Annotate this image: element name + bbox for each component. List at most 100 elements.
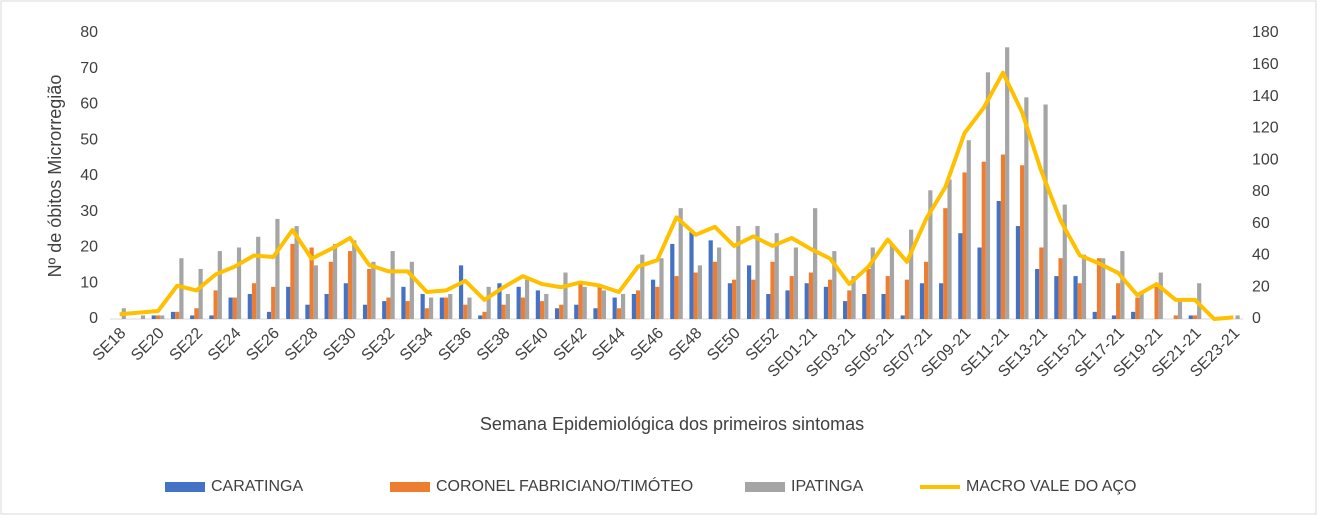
bar	[823, 286, 829, 319]
bar	[1035, 268, 1040, 319]
bar	[1101, 258, 1106, 319]
bar	[275, 218, 280, 319]
y2-tick-label: 60	[1252, 215, 1270, 232]
bar	[209, 315, 214, 319]
bar	[574, 304, 579, 319]
bar	[1077, 283, 1082, 319]
bar	[900, 315, 905, 319]
legend-swatch	[165, 482, 205, 492]
bar	[659, 258, 664, 319]
bar	[1096, 258, 1102, 319]
bar	[909, 229, 914, 319]
bar	[885, 276, 890, 319]
bar	[889, 243, 895, 319]
bar	[228, 297, 233, 319]
y-tick-label: 70	[80, 60, 98, 77]
bar	[674, 276, 679, 319]
bar	[751, 279, 756, 319]
bar	[405, 301, 410, 319]
bar	[1139, 293, 1144, 319]
bar	[151, 315, 156, 319]
bar	[593, 308, 598, 319]
bar	[1197, 283, 1202, 319]
bar	[290, 243, 295, 319]
bar	[924, 261, 929, 319]
bar	[352, 240, 357, 319]
bar	[697, 265, 703, 319]
bar	[439, 297, 444, 319]
bar	[620, 293, 626, 319]
y2-tick-label: 0	[1252, 310, 1261, 327]
bar	[870, 247, 875, 319]
bar	[286, 286, 291, 319]
bar	[448, 293, 453, 319]
bar	[256, 236, 261, 319]
bar	[843, 301, 848, 319]
bar	[271, 286, 276, 319]
bar	[578, 283, 583, 319]
bar	[1188, 315, 1193, 319]
bar	[535, 290, 540, 319]
bar	[1092, 311, 1097, 319]
bar	[463, 304, 468, 319]
y-axis-title: Nº de óbitos Microrregião	[45, 75, 65, 278]
bar	[793, 247, 799, 319]
bar	[862, 293, 867, 319]
bar	[1073, 276, 1078, 319]
bar	[996, 201, 1001, 319]
y-tick-label: 50	[80, 131, 98, 148]
bar	[904, 279, 910, 319]
bar	[1043, 104, 1048, 319]
bar	[332, 243, 338, 319]
legend-label: CORONEL FABRICIANO/TIMÓTEO	[436, 476, 693, 495]
bar	[981, 161, 986, 319]
bar	[655, 286, 660, 319]
bar	[1054, 276, 1059, 319]
bar	[505, 293, 510, 319]
legend-swatch	[390, 482, 430, 492]
bar	[785, 290, 790, 319]
bar	[386, 297, 391, 319]
bar	[170, 311, 176, 319]
bar	[712, 261, 718, 319]
y-tick-label: 10	[80, 274, 98, 291]
bar	[1039, 247, 1044, 319]
bar	[766, 293, 771, 319]
bar	[520, 297, 525, 319]
bar	[482, 311, 487, 319]
bar	[813, 208, 818, 319]
bar	[443, 297, 449, 319]
y2-tick-label: 140	[1252, 88, 1279, 105]
bar	[1058, 258, 1063, 319]
bar	[1192, 315, 1198, 319]
legend-label: CARATINGA	[211, 478, 303, 495]
bar	[1154, 286, 1159, 319]
bar	[563, 272, 568, 319]
bar	[190, 315, 195, 319]
bar	[966, 140, 971, 319]
bar	[597, 286, 602, 319]
bar	[382, 301, 387, 319]
bar	[420, 293, 425, 319]
bar	[727, 283, 733, 319]
y2-tick-label: 120	[1252, 120, 1279, 137]
bar	[194, 308, 199, 319]
bar	[866, 268, 871, 319]
bar	[612, 297, 617, 319]
bar	[367, 268, 372, 319]
bar	[939, 283, 944, 319]
bar	[755, 226, 760, 319]
bar	[881, 293, 886, 319]
bar	[1000, 154, 1006, 319]
bar	[486, 286, 491, 319]
bar	[313, 265, 318, 319]
bar	[747, 265, 752, 319]
bar	[717, 247, 722, 319]
y-tick-label: 30	[80, 203, 98, 220]
bar	[544, 293, 549, 319]
bar	[1005, 47, 1010, 320]
bar	[689, 229, 694, 319]
bar	[217, 251, 222, 319]
bar	[943, 208, 948, 319]
bar	[424, 308, 429, 319]
